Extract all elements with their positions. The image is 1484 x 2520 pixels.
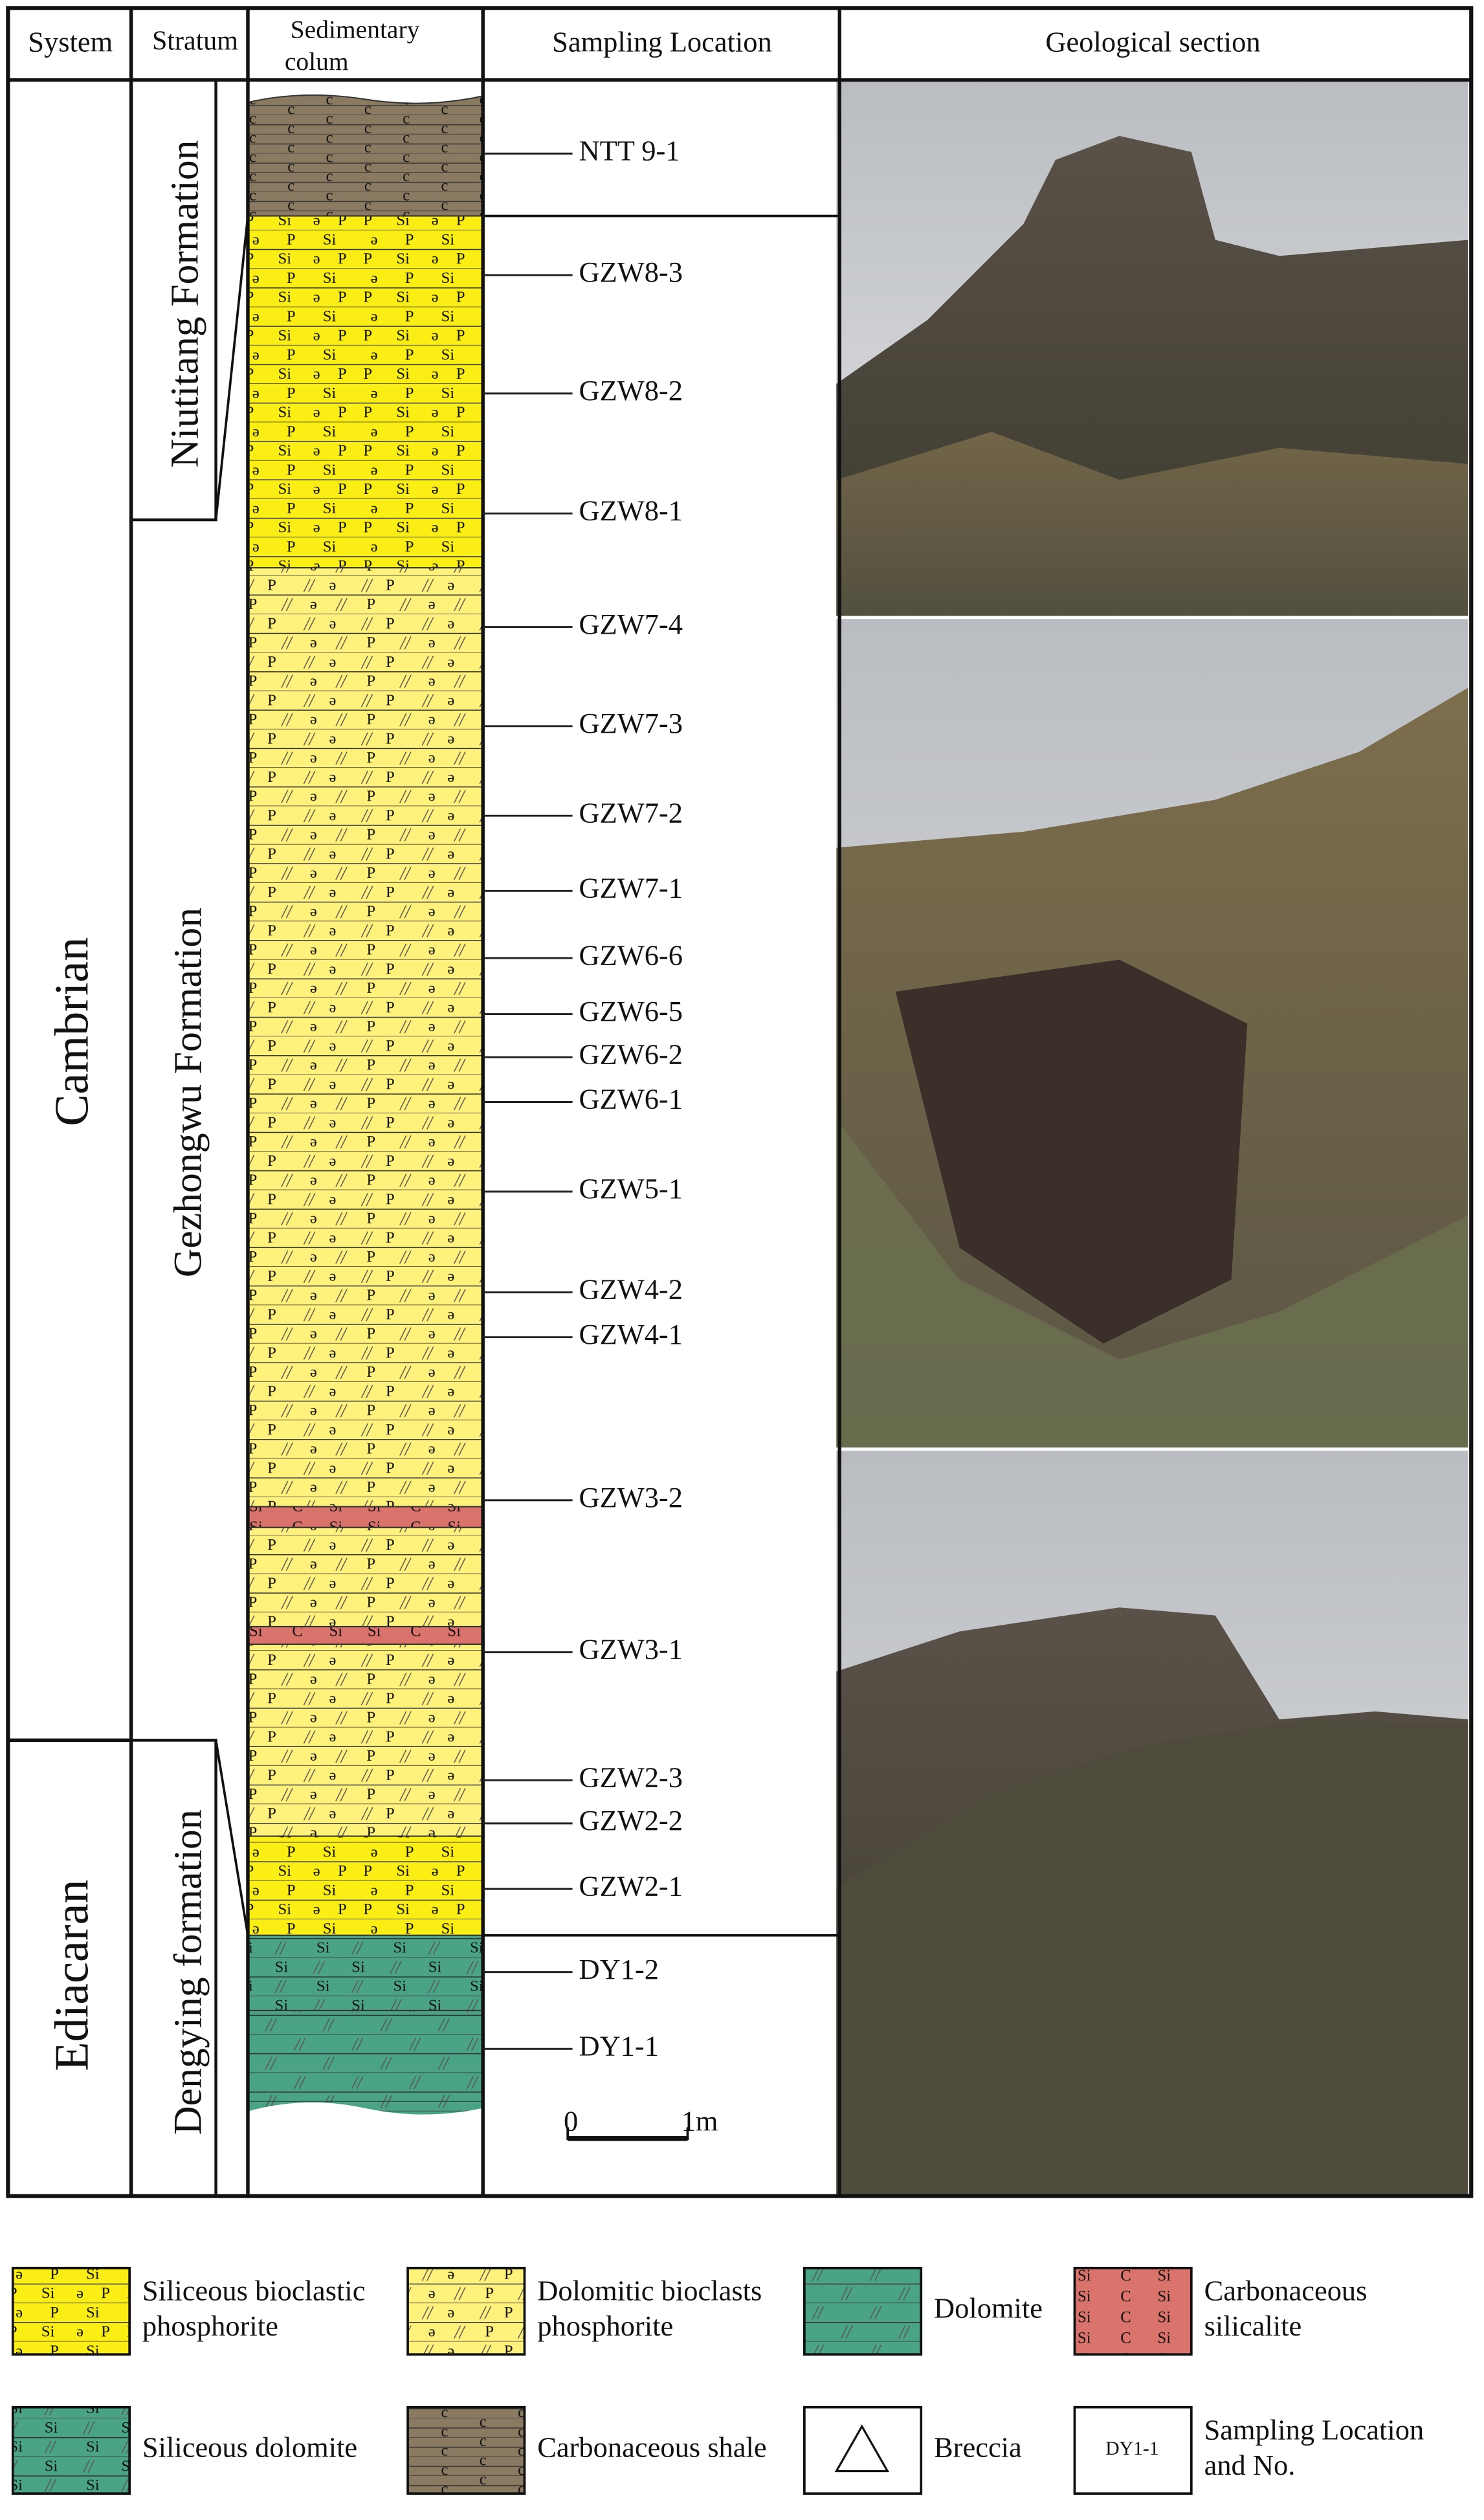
legend-swatch xyxy=(406,2405,526,2495)
rock-layer xyxy=(247,1644,484,1837)
legend-swatch xyxy=(406,2266,526,2356)
legend-label: Carbonaceous xyxy=(1204,2274,1368,2306)
legend-swatch xyxy=(803,2266,923,2356)
header-cell: Stratum xyxy=(152,26,238,56)
legend-swatch xyxy=(1073,2405,1193,2495)
sample-label: GZW3-2 xyxy=(579,1481,683,1513)
sample-label: GZW6-5 xyxy=(579,995,683,1027)
header-cell: colum xyxy=(285,47,349,76)
sample-label: GZW7-4 xyxy=(579,608,683,640)
header-cell: Geological section xyxy=(1045,25,1260,58)
sample-label: GZW8-2 xyxy=(579,374,683,407)
header-cell: Sampling Location xyxy=(552,25,772,58)
legend-label: Siliceous dolomite xyxy=(142,2431,357,2464)
legend-label: Carbonaceous shale xyxy=(537,2431,766,2464)
legend-swatch xyxy=(11,2405,131,2495)
rock-layer xyxy=(247,1934,484,2011)
legend-label: Dolomite xyxy=(934,2292,1043,2325)
formation-label: Niutitang Formation xyxy=(163,140,207,467)
rock-layer xyxy=(247,1835,484,1936)
sample-label: GZW4-2 xyxy=(579,1273,683,1306)
sample-label: GZW7-3 xyxy=(579,707,683,739)
sample-label: GZW2-3 xyxy=(579,1761,683,1793)
rock-layer xyxy=(247,2101,483,2115)
legend-label: Breccia xyxy=(934,2431,1022,2464)
formation-label: Dengying formation xyxy=(166,1809,210,2135)
scale-label: 1m xyxy=(681,2105,718,2137)
legend-swatch-text: DY1-1 xyxy=(1105,2438,1158,2459)
system-label: Ediacaran xyxy=(46,1879,99,2071)
system-label: Cambrian xyxy=(46,937,99,1126)
sample-label: GZW7-1 xyxy=(579,872,683,904)
rock-layer xyxy=(247,1526,484,1627)
legend-swatch xyxy=(11,2266,131,2356)
formation-bracket xyxy=(214,216,249,520)
table-border xyxy=(6,6,1474,2198)
header-cell: Sedimentary xyxy=(291,16,420,44)
sample-label: NTT 9-1 xyxy=(579,134,680,166)
legend-label: Sampling Location xyxy=(1204,2413,1424,2446)
sample-label: GZW6-2 xyxy=(579,1038,683,1070)
legend-swatch xyxy=(803,2405,923,2495)
sedimentary-column xyxy=(247,94,484,2115)
legend-label: phosphorite xyxy=(142,2310,278,2342)
rock-layer xyxy=(247,1506,484,1528)
sample-label: GZW5-1 xyxy=(579,1172,683,1205)
photo xyxy=(836,619,1468,1448)
rock-layer xyxy=(247,2009,484,2102)
rock-layer xyxy=(247,1625,484,1645)
scale-label: 0 xyxy=(564,2105,578,2137)
sample-label: GZW6-6 xyxy=(579,939,683,971)
sample-label: GZW6-1 xyxy=(579,1083,683,1115)
sample-label: GZW2-1 xyxy=(579,1869,683,1902)
legend-triangle xyxy=(834,2424,890,2473)
table-frame: System Stratum Sedimentary colum Sampling Lo… xyxy=(6,6,1474,2495)
sample-label: DY1-2 xyxy=(579,1953,659,1985)
rock-layer xyxy=(247,215,484,569)
sample-label: GZW8-3 xyxy=(579,256,683,288)
rock-layer xyxy=(247,567,484,1508)
sample-label: GZW7-2 xyxy=(579,796,683,829)
legend-swatch xyxy=(1073,2266,1193,2356)
legend-label: phosphorite xyxy=(537,2310,673,2342)
sample-label: GZW4-1 xyxy=(579,1318,683,1350)
sample-label: DY1-1 xyxy=(579,2029,659,2062)
legend-label: Siliceous bioclastic xyxy=(142,2274,366,2306)
legend-label: silicalite xyxy=(1204,2310,1302,2342)
photo xyxy=(836,80,1468,616)
legend-label: and No. xyxy=(1204,2449,1296,2481)
formation-label: Gezhongwu Formation xyxy=(166,908,210,1277)
shale-layer xyxy=(247,94,484,217)
sample-label: GZW8-1 xyxy=(579,494,683,526)
header-cell: System xyxy=(28,25,113,58)
formation-bracket xyxy=(214,1740,249,1936)
sample-label: GZW2-2 xyxy=(579,1804,683,1836)
legend-label: Dolomitic bioclasts xyxy=(537,2274,762,2306)
sample-label: GZW3-1 xyxy=(579,1633,683,1666)
photo xyxy=(836,1451,1468,2196)
